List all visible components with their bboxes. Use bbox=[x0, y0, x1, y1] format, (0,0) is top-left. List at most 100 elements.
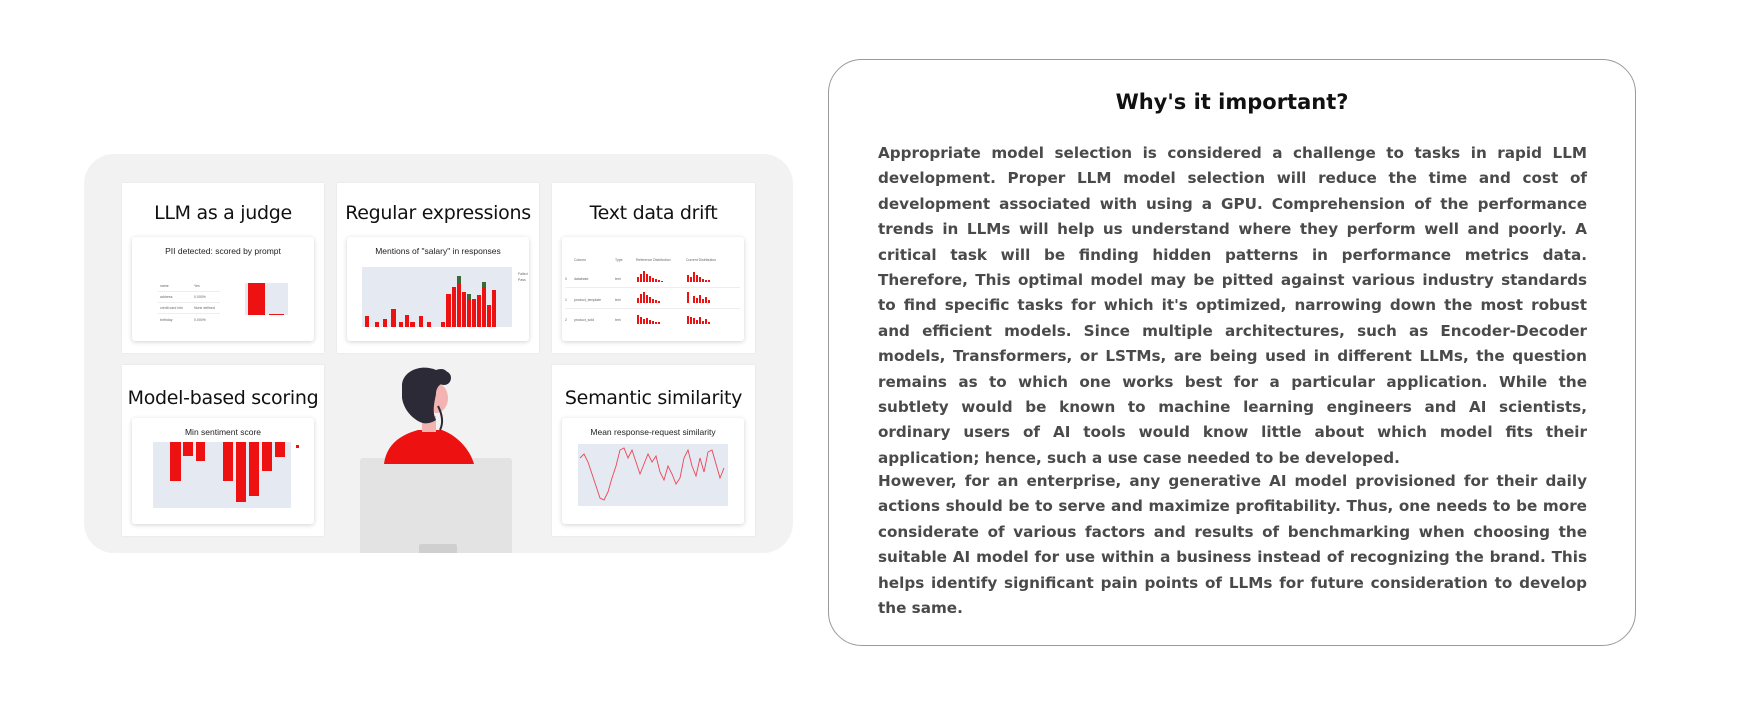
chart-bar bbox=[196, 442, 205, 461]
chart-bar bbox=[649, 276, 651, 282]
card-model-based-scoring: Model-based scoring Min sentiment score bbox=[122, 365, 324, 536]
chart-bar bbox=[702, 279, 704, 282]
card-text-data-drift: Text data drift Column Type Reference Di… bbox=[552, 183, 755, 353]
card-semantic-similarity: Semantic similarity Mean response-reques… bbox=[552, 365, 755, 536]
chart-bar bbox=[655, 279, 657, 282]
table-cell: text bbox=[615, 318, 621, 322]
chart-bar bbox=[365, 316, 369, 327]
card-title: Semantic similarity bbox=[564, 387, 743, 409]
table-cell: None defined bbox=[194, 306, 215, 310]
legend-item-failed: Failed bbox=[518, 272, 528, 276]
chart-bar bbox=[477, 295, 481, 327]
chart-bar bbox=[699, 295, 701, 303]
chart-bar bbox=[275, 442, 285, 457]
chart-bar bbox=[399, 322, 403, 327]
chart-bar bbox=[183, 442, 193, 456]
chart-bar bbox=[446, 294, 451, 327]
table-cell: birthday bbox=[160, 318, 173, 322]
table-cell: text bbox=[615, 298, 621, 302]
chart-bar-pass bbox=[467, 294, 471, 299]
chart-bar bbox=[655, 300, 657, 303]
mini-chart-panel: Mean response-request similarity bbox=[562, 418, 744, 524]
chart-bar bbox=[696, 298, 698, 303]
chart-bar bbox=[482, 287, 486, 327]
chart-bar bbox=[658, 301, 660, 303]
chart-bar bbox=[690, 317, 692, 324]
legend-swatch bbox=[296, 445, 299, 448]
table-cell: 0 bbox=[565, 277, 567, 281]
chart-bar bbox=[655, 322, 657, 324]
chart-bar bbox=[487, 305, 491, 327]
chart-bar bbox=[452, 287, 456, 327]
table-cell: 1 bbox=[565, 298, 567, 302]
chart-bar bbox=[643, 271, 645, 282]
chart-bar bbox=[383, 319, 387, 327]
chart-bar-pass bbox=[457, 276, 461, 284]
chart-bar bbox=[687, 316, 689, 324]
chart-bar bbox=[640, 274, 642, 282]
chart-bar bbox=[375, 322, 379, 327]
chart-bar bbox=[646, 274, 648, 282]
similarity-line bbox=[579, 447, 725, 501]
chart-bar bbox=[637, 298, 639, 303]
chart-bar bbox=[649, 320, 651, 324]
mini-chart-title: Mentions of "salary" in responses bbox=[375, 246, 501, 256]
chart-bar bbox=[472, 299, 476, 327]
chart-bar bbox=[708, 322, 710, 324]
chart-bar bbox=[441, 322, 445, 327]
table-cell: name bbox=[160, 284, 169, 288]
mini-table-panel: Column Type Reference Distribution Curre… bbox=[562, 237, 744, 341]
chart-bar bbox=[687, 275, 689, 282]
chart-bar bbox=[419, 316, 423, 327]
chart-bar bbox=[640, 294, 642, 303]
chart-bar bbox=[658, 322, 660, 324]
chart-bar bbox=[693, 296, 695, 303]
mini-plot-area bbox=[578, 444, 728, 506]
chart-bar bbox=[708, 280, 710, 282]
chart-bar bbox=[405, 315, 409, 327]
person-illustration bbox=[384, 367, 474, 464]
chart-bar bbox=[652, 278, 654, 282]
mini-chart-title: PII detected: scored by prompt bbox=[165, 246, 281, 256]
card-regular-expressions: Regular expressions Mentions of "salary"… bbox=[337, 183, 539, 353]
chart-bar bbox=[492, 290, 496, 327]
chart-bar bbox=[652, 321, 654, 324]
table-cell: 0.000% bbox=[194, 318, 206, 322]
chart-bar bbox=[696, 320, 698, 324]
chart-bar bbox=[693, 272, 695, 282]
table-cell: credit card info bbox=[160, 306, 183, 310]
chart-bar bbox=[702, 299, 704, 303]
table-header: Column bbox=[574, 258, 587, 262]
chart-bar bbox=[643, 319, 645, 324]
card-title: Text data drift bbox=[589, 202, 718, 224]
chart-bar bbox=[699, 277, 701, 282]
chart-bar bbox=[248, 283, 265, 315]
legend-item-pass: Pass bbox=[518, 278, 526, 282]
chart-bar bbox=[249, 442, 259, 496]
chart-bar bbox=[236, 442, 246, 502]
chart-bar-pass bbox=[482, 282, 486, 287]
chart-bar bbox=[708, 300, 710, 303]
table-cell: database bbox=[574, 277, 589, 281]
chart-bar bbox=[693, 318, 695, 324]
chart-bar bbox=[462, 292, 466, 327]
table-header: Type bbox=[615, 258, 623, 262]
chart-bar bbox=[391, 309, 396, 327]
table-header: Reference Distribution bbox=[636, 258, 671, 262]
mini-chart-title: Mean response-request similarity bbox=[590, 427, 716, 437]
chart-bar bbox=[643, 292, 645, 303]
card-title: Regular expressions bbox=[345, 202, 531, 224]
table-header: Current Distribution bbox=[686, 258, 717, 262]
llm-evaluation-illustration: LLM as a judge PII detected: scored by p… bbox=[84, 154, 793, 553]
table-cell: 0.000% bbox=[194, 295, 206, 299]
table-cell: product_sold bbox=[574, 318, 595, 322]
table-cell: product_template bbox=[574, 298, 602, 302]
mini-chart-panel: Mentions of "salary" in responses bbox=[347, 237, 529, 341]
chart-bar bbox=[705, 297, 707, 303]
chart-bar bbox=[170, 442, 181, 481]
chart-bar bbox=[705, 280, 707, 282]
chart-bar bbox=[410, 322, 415, 327]
card-title: LLM as a judge bbox=[154, 202, 292, 224]
chart-bar bbox=[661, 281, 663, 282]
chart-bar bbox=[646, 295, 648, 303]
